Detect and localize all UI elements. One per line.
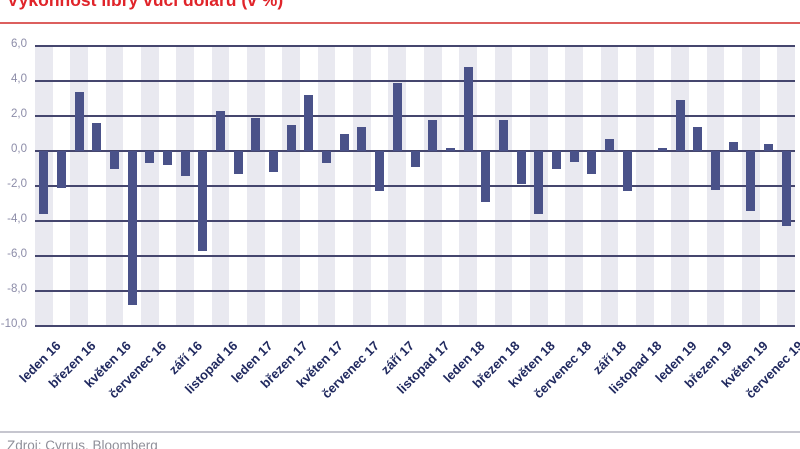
bar [428,119,438,151]
bar [304,95,314,151]
bar [286,124,296,151]
bar [587,151,597,174]
bar [39,151,49,214]
bar [163,151,173,165]
bar [57,151,66,188]
bar [675,100,685,151]
gridline [35,80,795,82]
bar [693,126,703,151]
gridline [35,255,795,257]
bar [551,151,561,169]
bar [728,142,738,151]
plot-area: 6,0 4,0 2,0 0,0 -2,0 -4,0 -6,0 -8,0 -10,0 leden 1… [1,38,800,401]
y-tick-label: 6,0 [11,38,27,50]
bar [339,133,349,151]
title-underline [0,22,800,24]
bar [269,151,279,172]
source-note: Zdroj: Cyrrus, Bloomberg [7,438,158,449]
bar [322,151,332,164]
bar [746,151,756,211]
gridline [35,220,795,222]
bar [92,123,102,151]
bar [516,151,526,185]
bar [74,91,84,151]
gridline [35,325,795,327]
y-tick-label: -4,0 [7,213,27,225]
bar [481,151,491,202]
gridline [35,290,795,292]
bar [251,117,261,151]
gridline [35,115,795,117]
bar [534,151,544,214]
bar [180,151,190,176]
bar [198,151,208,251]
bar [216,110,226,151]
bar [622,151,632,192]
bar [392,82,402,151]
bar [127,151,137,305]
bar [110,151,120,169]
bar [763,144,773,151]
y-tick-label: -10,0 [0,318,27,330]
bar [498,119,508,151]
bar [375,151,385,192]
bar [233,151,243,174]
y-tick-label: 0,0 [11,143,27,155]
bar [145,151,155,164]
bar [463,67,473,151]
bar [781,151,791,227]
bar [604,138,614,151]
bar [710,151,720,190]
chart-title: Výkonnost libry vůči dolaru (v %) [7,0,284,10]
bar [357,126,367,151]
bar [569,151,579,162]
gridline [35,45,795,47]
y-tick-label: -6,0 [7,248,27,260]
y-tick-label: 4,0 [11,73,27,85]
bar [410,151,420,167]
y-tick-label: -8,0 [7,283,27,295]
footer-divider [0,431,800,433]
bar [445,147,455,151]
bar [657,147,667,151]
y-tick-label: 2,0 [11,108,27,120]
y-tick-label: -2,0 [7,178,27,190]
gridline [35,185,795,187]
